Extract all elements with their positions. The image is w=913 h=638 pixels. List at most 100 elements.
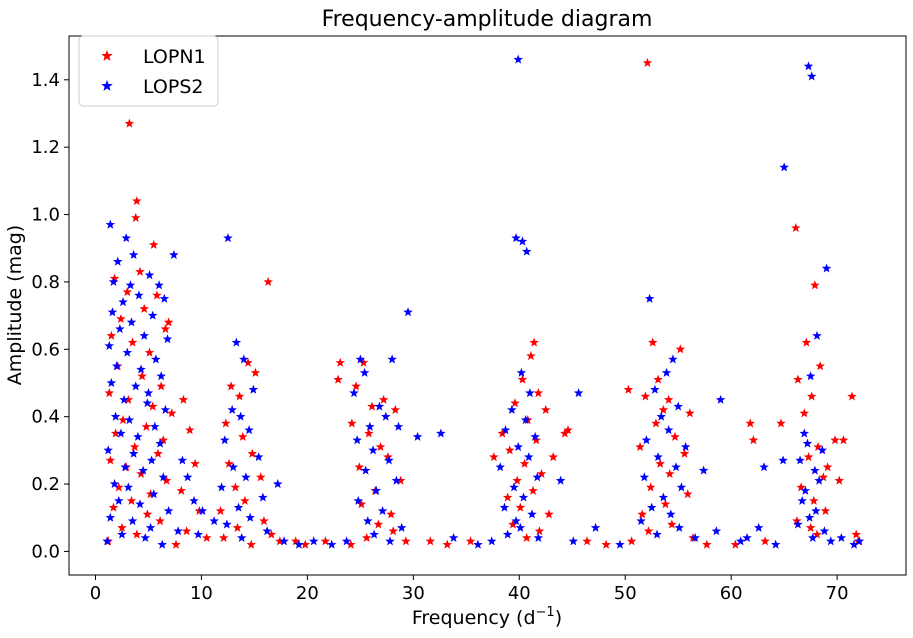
data-point (623, 384, 634, 394)
data-point (673, 401, 683, 411)
data-point (258, 492, 268, 502)
data-point (356, 499, 367, 509)
data-point (742, 532, 752, 542)
data-point (375, 441, 386, 452)
data-point (355, 354, 366, 364)
data-point (563, 425, 573, 435)
data-point (799, 408, 810, 418)
data-point (381, 411, 391, 421)
data-point (637, 509, 647, 519)
data-point (702, 539, 712, 549)
data-point (145, 522, 156, 532)
data-point (126, 317, 137, 327)
data-point (123, 482, 134, 492)
x-tick-label: 60 (720, 583, 743, 604)
data-point (526, 351, 536, 361)
legend-label-lops2: LOPS2 (143, 76, 203, 98)
data-point (365, 421, 375, 431)
data-point (530, 431, 540, 441)
data-point (104, 340, 115, 350)
data-point (513, 54, 523, 64)
data-point (776, 418, 786, 428)
data-point (507, 404, 517, 414)
data-point (109, 273, 120, 283)
chart-title: Frequency-amplitude diagram (322, 7, 653, 32)
data-point (518, 492, 529, 502)
data-point (262, 526, 272, 536)
data-point (132, 196, 142, 206)
data-point (436, 428, 446, 438)
legend-label-lopn1: LOPN1 (143, 46, 206, 68)
data-point (185, 425, 195, 435)
data-point (803, 452, 814, 462)
data-point (226, 381, 236, 391)
data-point (327, 539, 337, 549)
data-point (671, 462, 681, 472)
data-point (368, 445, 378, 455)
data-point (388, 526, 398, 536)
data-point (190, 458, 200, 468)
data-point (387, 354, 397, 364)
data-point (640, 391, 651, 401)
data-point (497, 428, 508, 438)
data-point (730, 539, 741, 549)
data-point (118, 297, 128, 307)
data-point (666, 509, 676, 519)
data-point (401, 536, 411, 546)
data-point (822, 462, 833, 472)
y-axis: 0.0 0.2 0.4 0.6 0.8 1.0 1.2 1.4 (31, 70, 69, 562)
data-point (118, 415, 128, 425)
data-point (795, 455, 805, 465)
data-point (854, 536, 865, 546)
data-point (177, 455, 188, 465)
data-point (817, 445, 828, 455)
data-point (516, 367, 527, 377)
data-point (391, 475, 402, 485)
data-point (259, 516, 269, 526)
data-point (153, 448, 163, 458)
data-point (240, 495, 250, 505)
data-point (154, 280, 164, 290)
data-point (836, 532, 847, 542)
data-point (641, 435, 652, 445)
data-point (160, 324, 171, 334)
data-point (664, 468, 675, 478)
data-point (748, 435, 759, 445)
data-point (227, 404, 237, 414)
data-point (106, 330, 117, 340)
data-point (820, 505, 831, 516)
data-point (806, 391, 817, 401)
data-point (218, 532, 229, 542)
data-point (156, 371, 166, 381)
data-point (246, 539, 256, 549)
data-point (511, 516, 521, 526)
data-point (513, 441, 523, 452)
data-point (171, 539, 181, 549)
data-point (108, 276, 119, 286)
data-point (102, 536, 112, 546)
data-point (639, 472, 650, 482)
data-point (541, 404, 551, 414)
data-point (385, 536, 395, 546)
data-point (805, 522, 816, 532)
data-point (354, 462, 365, 472)
data-point (103, 445, 113, 455)
data-point (753, 522, 764, 532)
data-point (130, 212, 141, 222)
y-tick-label: 0.6 (31, 339, 60, 360)
data-point (804, 512, 815, 522)
data-point (144, 347, 155, 357)
data-point (813, 441, 823, 452)
data-point (117, 522, 127, 532)
data-point (163, 505, 174, 516)
x-tick-label: 10 (190, 583, 213, 604)
data-point (395, 475, 406, 485)
data-point (144, 270, 155, 280)
data-point (128, 448, 139, 458)
data-point (536, 468, 547, 478)
data-point (224, 458, 234, 468)
data-point (626, 536, 637, 546)
data-point (515, 522, 526, 532)
data-point (803, 61, 814, 71)
